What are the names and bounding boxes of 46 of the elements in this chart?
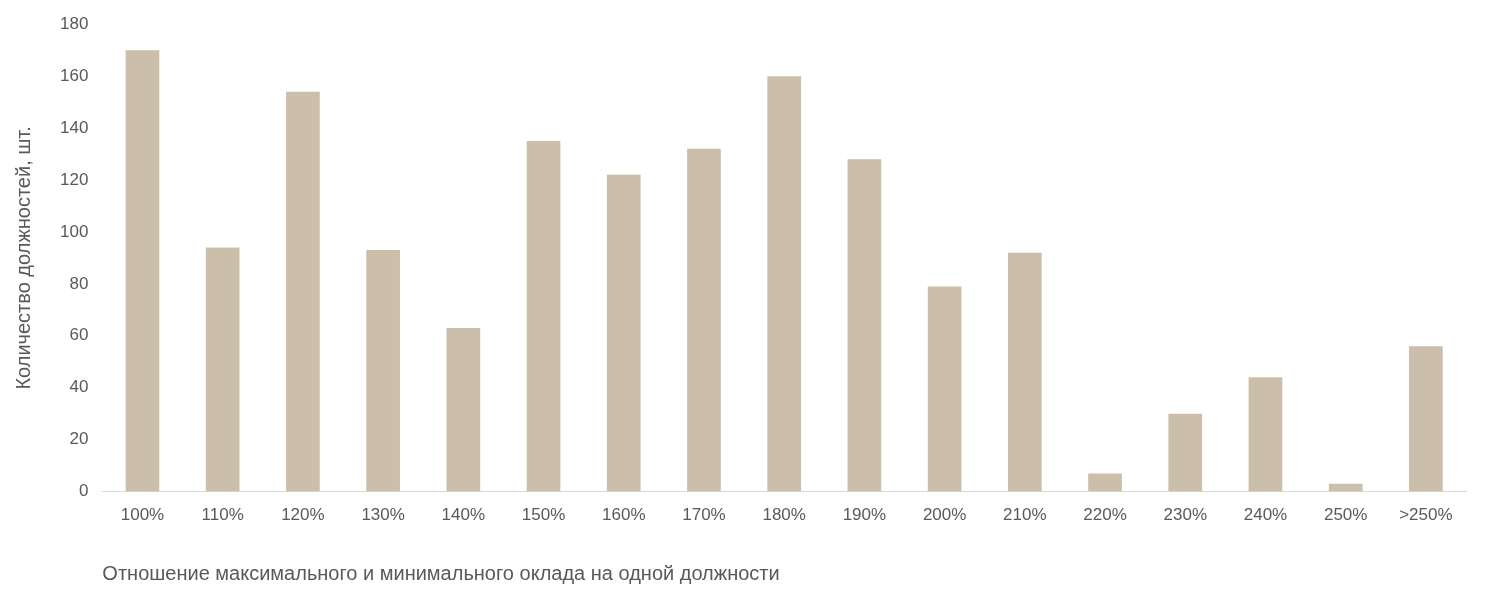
bar <box>1007 252 1042 492</box>
x-tick-label: 250% <box>1323 505 1368 525</box>
y-tick-label: 160 <box>59 65 89 85</box>
y-tick-label: 0 <box>78 481 89 501</box>
y-tick-label: 20 <box>69 429 89 449</box>
x-tick-label: 120% <box>281 505 325 525</box>
x-tick-label: 240% <box>1243 505 1288 525</box>
bar <box>286 91 320 492</box>
bar <box>366 250 400 492</box>
x-tick-label: 100% <box>120 505 165 525</box>
bar <box>1088 473 1122 492</box>
x-tick-label: 220% <box>1083 505 1127 525</box>
bar <box>1168 413 1203 492</box>
bar <box>1409 346 1443 492</box>
y-tick-label: 40 <box>69 377 89 397</box>
x-tick-label: 230% <box>1163 505 1207 525</box>
bar <box>125 50 160 492</box>
x-axis-title: Отношение максимального и минимального оклада на одной должности <box>102 561 780 584</box>
x-tick-label: 200% <box>922 505 967 525</box>
bar <box>205 247 240 492</box>
bar <box>767 76 802 492</box>
bar <box>526 141 561 492</box>
y-tick-label: 140 <box>59 117 89 137</box>
x-tick-label: 130% <box>361 505 405 525</box>
bar <box>1328 483 1363 492</box>
y-tick-label: 120 <box>59 169 89 189</box>
bar <box>446 328 481 492</box>
x-tick-label: 140% <box>441 505 486 525</box>
x-tick-label: >250% <box>1399 505 1453 525</box>
y-tick-label: 100 <box>59 221 89 241</box>
y-tick-label: 60 <box>69 325 89 345</box>
y-axis-title: Количество должностей, шт. <box>11 126 34 390</box>
bar <box>927 286 962 492</box>
x-tick-label: 110% <box>201 505 244 525</box>
x-tick-label: 160% <box>602 505 646 525</box>
x-tick-label: 150% <box>521 505 566 525</box>
y-tick-label: 180 <box>59 13 89 33</box>
x-tick-label: 210% <box>1003 505 1047 525</box>
x-tick-label: 170% <box>682 505 726 525</box>
bar <box>847 159 882 492</box>
y-tick-label: 80 <box>69 273 89 293</box>
bar <box>687 148 721 492</box>
x-tick-label: 190% <box>842 505 887 525</box>
bar <box>1248 377 1283 492</box>
bar <box>606 174 641 492</box>
x-tick-label: 180% <box>762 505 806 525</box>
